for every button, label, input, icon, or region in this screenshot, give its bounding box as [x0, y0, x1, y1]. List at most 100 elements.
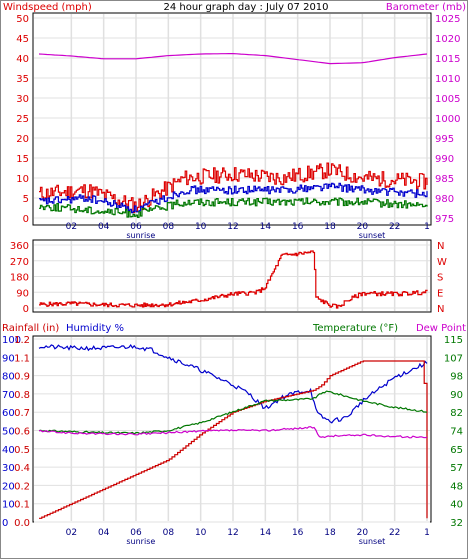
sunset-label: sunset	[359, 537, 386, 546]
y-tick-label: 40	[16, 54, 29, 65]
sunset-label: sunset	[359, 231, 386, 240]
direction-label: S	[437, 273, 443, 284]
x-tick-label: 04	[98, 528, 110, 538]
y-tick-label: 90	[16, 288, 29, 299]
y-tick-label: 25	[16, 114, 29, 125]
rain-tick-label: 0.4	[14, 463, 30, 474]
direction-label: N	[437, 304, 444, 315]
rain-tick-label: 0.0	[14, 518, 30, 529]
temperature-tick-label: 32	[450, 518, 463, 529]
direction-label: E	[437, 288, 443, 299]
direction-label: W	[437, 257, 447, 268]
x-tick-label: 20	[357, 528, 369, 538]
humidity-tick-label: 50	[2, 427, 15, 438]
temperature-tick-label: 90	[450, 390, 463, 401]
humidity-tick-label: 40	[2, 445, 15, 456]
y-tick-label: 0	[23, 214, 29, 225]
series-lines	[38, 343, 428, 519]
series-line	[39, 360, 428, 519]
y-tick-label: 45	[16, 34, 29, 45]
y2-tick-label: 975	[435, 214, 454, 225]
temperature-tick-label: 57	[450, 463, 463, 474]
temperature-tick-label: 74	[450, 427, 463, 438]
x-tick-label: 02	[66, 528, 77, 538]
y2-tick-label: 995	[435, 134, 454, 145]
temperature-tick-label: 107	[444, 353, 463, 364]
temperature-tick-label: 115	[444, 335, 463, 346]
x-tick-label: 14	[260, 528, 272, 538]
x-tick-label: 02	[66, 222, 77, 232]
x-tick-label: 14	[260, 222, 272, 232]
series-line	[39, 197, 428, 218]
temperature-tick-label: 40	[450, 500, 463, 511]
rainfall-axis-label: Rainfall (in)	[2, 323, 59, 334]
series-lines	[38, 53, 428, 218]
temperature-tick-label: 82	[450, 408, 463, 419]
temperature-tick-label: 48	[450, 481, 463, 492]
temperature-tick-label: 98	[450, 372, 463, 383]
series-line	[38, 426, 428, 439]
x-tick-label: 20	[357, 222, 369, 232]
y-tick-label: 50	[16, 14, 29, 25]
rain-humidity-temperature-panel: 10090807060504030201001.21.10.90.80.70.6…	[2, 323, 466, 546]
direction-label: N	[437, 241, 444, 252]
x-tick-label: 12	[227, 222, 238, 232]
rain-tick-label: 0.5	[14, 445, 30, 456]
y-tick-label: 30	[16, 94, 29, 105]
x-tick-label: 16	[292, 528, 304, 538]
x-tick-label: 22	[389, 222, 400, 232]
x-tick-label: 04	[98, 222, 110, 232]
humidity-tick-label: 90	[2, 353, 15, 364]
temperature-axis-label: Temperature (°F)	[312, 323, 398, 334]
series-line	[38, 53, 428, 65]
y2-tick-label: 990	[435, 154, 454, 165]
series-line	[38, 390, 428, 435]
y-tick-label: 10	[16, 174, 29, 185]
rain-tick-label: 0.1	[14, 500, 30, 511]
x-tick-label: 18	[324, 222, 336, 232]
y2-tick-label: 985	[435, 174, 454, 185]
rain-tick-label: 0.8	[14, 390, 30, 401]
temperature-tick-label: 65	[450, 445, 463, 456]
y2-tick-label: 1000	[435, 114, 460, 125]
panel-frame	[32, 335, 432, 523]
rain-tick-label: 0.7	[14, 408, 30, 419]
chart-title: 24 hour graph day : July 07 2010	[163, 2, 328, 13]
y-tick-label: 35	[16, 74, 29, 85]
rain-tick-label: 1.1	[14, 353, 30, 364]
humidity-tick-label: 60	[2, 408, 15, 419]
x-tick-label: 06	[130, 222, 142, 232]
x-tick-label: 1	[424, 222, 430, 232]
y2-tick-label: 1015	[435, 54, 460, 65]
x-tick-label: 08	[163, 222, 175, 232]
barometer-axis-label: Barometer (mb)	[386, 2, 466, 13]
rain-tick-label: 0.9	[14, 372, 30, 383]
x-tick-label: 10	[195, 222, 207, 232]
y2-tick-label: 1020	[435, 34, 460, 45]
sunrise-label: sunrise	[126, 231, 155, 240]
sunrise-label: sunrise	[126, 537, 155, 546]
y-tick-label: 5	[23, 194, 29, 205]
humidity-tick-label: 20	[2, 481, 15, 492]
humidity-tick-label: 70	[2, 390, 15, 401]
y-tick-label: 360	[10, 241, 29, 252]
y-tick-label: 270	[10, 257, 29, 268]
series-lines	[39, 250, 428, 309]
y2-tick-label: 1025	[435, 14, 460, 25]
y2-tick-label: 1010	[435, 74, 460, 85]
x-tick-label: 06	[130, 528, 142, 538]
windspeed-axis-label: Windspeed (mph)	[3, 2, 92, 13]
y-tick-label: 20	[16, 134, 29, 145]
x-tick-label: 08	[163, 528, 175, 538]
x-tick-label: 10	[195, 528, 207, 538]
x-tick-label: 1	[424, 528, 430, 538]
series-line	[38, 343, 428, 424]
humidity-tick-label: 80	[2, 372, 15, 383]
series-line	[39, 250, 428, 309]
series-line	[39, 162, 428, 214]
x-tick-label: 18	[324, 528, 336, 538]
humidity-tick-label: 0	[2, 518, 8, 529]
humidity-tick-label: 30	[2, 463, 15, 474]
